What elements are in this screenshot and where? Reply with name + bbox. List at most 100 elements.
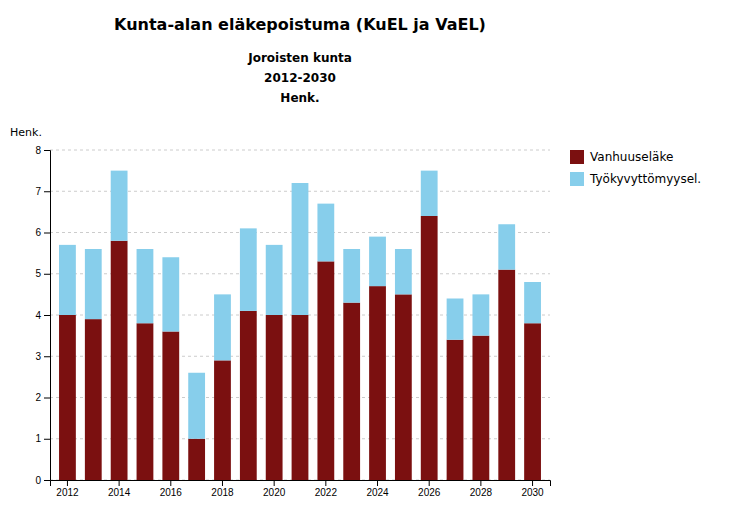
tick-mark: [44, 150, 50, 151]
tick-mark: [429, 480, 430, 486]
plot: 2012201420162018202020222024202620282030…: [10, 126, 701, 498]
tick-label: 2030: [521, 487, 544, 498]
bar: [395, 249, 412, 294]
tick: 2022: [315, 480, 338, 498]
tick-mark: [480, 480, 481, 486]
tick-mark: [44, 398, 50, 399]
bar: [240, 311, 257, 480]
tick-label: 2026: [418, 487, 441, 498]
tick-mark: [44, 233, 50, 234]
bar: [188, 439, 205, 480]
axis-line: [51, 481, 551, 487]
legend-swatch: [570, 172, 584, 186]
tick-label: 2024: [366, 487, 389, 498]
tick-label: 2016: [160, 487, 183, 498]
grid: [50, 150, 550, 480]
bar: [343, 249, 360, 303]
subtitle: Joroisten kunta: [247, 51, 352, 65]
tick-mark: [44, 274, 50, 275]
tick: 7: [35, 186, 50, 197]
y-axis: 0 1 2 3 4 5 6 7 8: [35, 145, 50, 486]
bar: [343, 303, 360, 480]
bar: [266, 315, 283, 480]
tick: 2: [35, 392, 50, 403]
legend: Vanhuuseläke Työkyvyttömyysel.: [570, 150, 701, 186]
bar: [421, 171, 438, 216]
bar: [137, 323, 154, 480]
bar: [395, 294, 412, 480]
bar: [111, 241, 128, 480]
tick-mark: [119, 480, 120, 486]
tick: 2024: [366, 480, 389, 498]
bar: [421, 216, 438, 480]
bar: [85, 319, 102, 480]
tick: 2030: [521, 480, 544, 498]
tick: 4: [35, 310, 50, 321]
title: Kunta-alan eläkepoistuma (KuEL ja VaEL): [114, 15, 486, 34]
bar: [162, 332, 179, 481]
tick-mark: [44, 191, 50, 192]
bar: [524, 282, 541, 323]
bar: [137, 249, 154, 323]
tick-label: 2028: [470, 487, 493, 498]
bar: [240, 228, 257, 311]
tick: 6: [35, 227, 50, 238]
tick: 2028: [470, 480, 493, 498]
tick-mark: [44, 356, 50, 357]
bar: [85, 249, 102, 319]
tick-label: 0: [35, 475, 41, 486]
legend-label: Työkyvyttömyysel.: [589, 172, 701, 186]
bar: [214, 360, 231, 480]
bar: [292, 315, 309, 480]
tick-mark: [67, 480, 68, 486]
tick: 2018: [211, 480, 234, 498]
tick: 2026: [418, 480, 441, 498]
bar: [188, 373, 205, 439]
tick-label: 2012: [56, 487, 79, 498]
bar: [292, 183, 309, 315]
tick: 2020: [263, 480, 286, 498]
bar: [111, 171, 128, 241]
tick-mark: [377, 480, 378, 486]
tick-label: 7: [35, 186, 41, 197]
tick-label: 2: [35, 392, 41, 403]
bar: [472, 294, 489, 335]
bar: [369, 286, 386, 480]
bar: [524, 323, 541, 480]
tick-label: 5: [35, 268, 41, 279]
bar: [214, 294, 231, 360]
tick-mark: [222, 480, 223, 486]
tick-label: 2014: [108, 487, 131, 498]
axis-line: [44, 151, 51, 481]
tick-label: 4: [35, 310, 41, 321]
bar: [447, 340, 464, 480]
tick: 3: [35, 351, 50, 362]
tick-label: 2022: [315, 487, 338, 498]
bar: [317, 261, 334, 480]
chart: Kunta-alan eläkepoistuma (KuEL ja VaEL) J…: [0, 0, 740, 520]
tick: 2014: [108, 480, 131, 498]
tick-label: 3: [35, 351, 41, 362]
legend-swatch: [570, 150, 584, 164]
bar: [472, 336, 489, 480]
tick: 0: [35, 475, 50, 486]
bar: [498, 270, 515, 480]
grid-line: [50, 150, 550, 151]
tick-mark: [274, 480, 275, 486]
tick-label: 6: [35, 227, 41, 238]
bar: [447, 299, 464, 340]
tick-label: 1: [35, 433, 41, 444]
tick: 2012: [56, 480, 79, 498]
legend-item: Vanhuuseläke: [570, 150, 673, 164]
x-axis: 2012 2014 2016 2018 2020 2022 2024 2026 2028 2030: [51, 480, 551, 498]
bar: [59, 245, 76, 315]
tick-mark: [44, 480, 50, 481]
series: [59, 171, 541, 439]
tick-mark: [532, 480, 533, 486]
legend-item: Työkyvyttömyysel.: [570, 172, 701, 186]
tick-label: 2018: [211, 487, 234, 498]
tick-label: 8: [35, 145, 41, 156]
tick-mark: [44, 439, 50, 440]
tick: 5: [35, 268, 50, 279]
tick: 2016: [160, 480, 183, 498]
